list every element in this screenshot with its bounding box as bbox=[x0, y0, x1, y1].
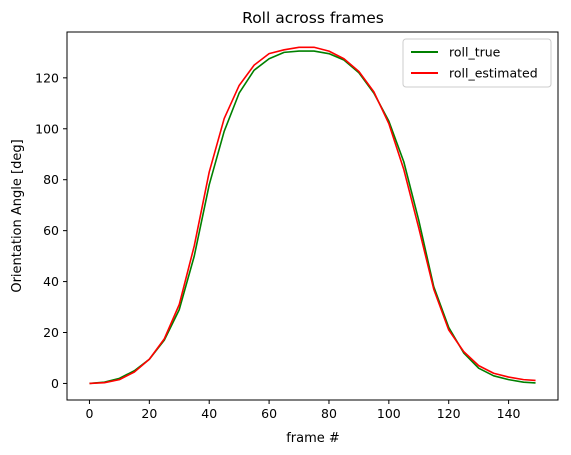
legend-label-roll-estimated: roll_estimated bbox=[449, 66, 538, 81]
y-tick-label: 20 bbox=[43, 325, 59, 340]
plot-frame bbox=[66, 31, 559, 401]
series-line-roll-estimated bbox=[89, 46, 536, 385]
x-tick-label: 60 bbox=[261, 406, 277, 421]
y-axis: 0 20 40 60 80 100 120 bbox=[35, 70, 67, 391]
chart-title: Roll across frames bbox=[242, 9, 384, 27]
x-tick-label: 0 bbox=[85, 406, 93, 421]
y-tick-label: 0 bbox=[51, 376, 59, 391]
x-axis-label: frame # bbox=[286, 431, 340, 446]
legend: roll_true roll_estimated bbox=[402, 38, 552, 88]
x-tick-label: 120 bbox=[437, 406, 461, 421]
y-tick-label: 80 bbox=[43, 172, 59, 187]
x-tick-label: 140 bbox=[497, 406, 521, 421]
y-tick-label: 60 bbox=[43, 223, 59, 238]
series-layer bbox=[89, 46, 536, 385]
x-tick-label: 40 bbox=[201, 406, 217, 421]
legend-label-roll-true: roll_true bbox=[449, 45, 501, 60]
x-axis: 0 20 40 60 80 100 120 140 bbox=[85, 400, 521, 421]
x-tick-label: 80 bbox=[321, 406, 337, 421]
y-tick-label: 120 bbox=[35, 70, 59, 85]
y-tick-label: 40 bbox=[43, 274, 59, 289]
legend-box bbox=[402, 38, 552, 88]
y-tick-label: 100 bbox=[35, 121, 59, 136]
x-tick-label: 100 bbox=[377, 406, 401, 421]
x-tick-label: 20 bbox=[141, 406, 157, 421]
y-axis-label: Orientation Angle [deg] bbox=[10, 139, 25, 292]
